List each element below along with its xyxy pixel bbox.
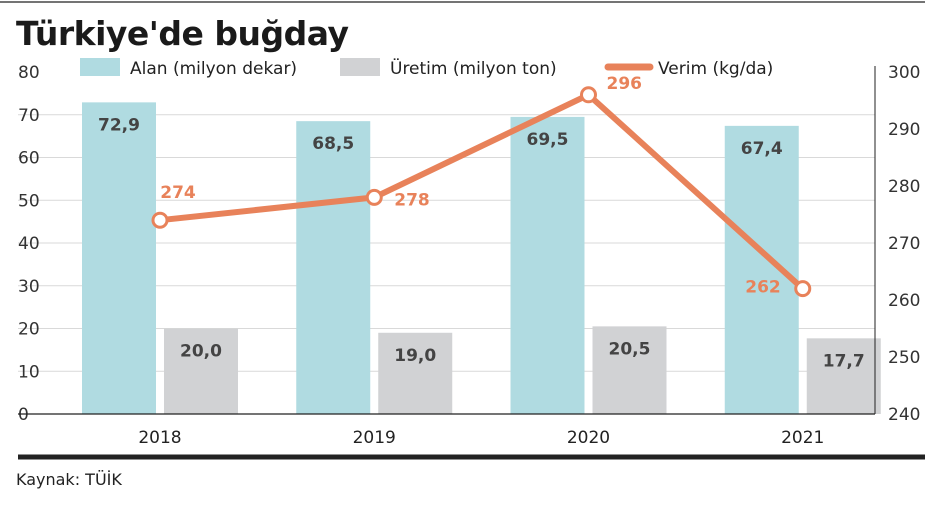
bar xyxy=(510,116,585,414)
legend-swatch xyxy=(340,58,380,76)
gridlines xyxy=(18,114,875,372)
line-point xyxy=(365,188,383,206)
y-left-tick-label: 20 xyxy=(18,320,40,340)
bar xyxy=(296,121,371,414)
bar xyxy=(724,125,799,415)
legend: Alan (milyon dekar) Üretim (milyon ton) Ve… xyxy=(80,57,773,79)
bar-value-label: 17,7 xyxy=(823,351,865,371)
axis-ticks: 0 10 20 30 40 50 60 70 80 240 250 260 270 280 290 300 20… xyxy=(18,63,920,448)
y-right-tick-label: 290 xyxy=(888,120,920,140)
bar xyxy=(806,338,881,414)
y-left-tick-label: 10 xyxy=(18,362,40,382)
line-point xyxy=(580,86,597,104)
y-left-tick-label: 0 xyxy=(18,405,29,425)
line-point xyxy=(151,211,169,229)
bar-value-label: 19,0 xyxy=(394,346,436,366)
y-left-tick-label: 50 xyxy=(18,191,40,211)
y-left-tick-label: 60 xyxy=(18,149,40,169)
line-value-label: 274 xyxy=(160,183,196,203)
bar xyxy=(378,332,453,414)
y-right-tick-label: 270 xyxy=(888,234,920,254)
y-left-tick-label: 70 xyxy=(18,106,40,126)
line-value-label: 296 xyxy=(607,74,643,94)
y-right-tick-label: 280 xyxy=(888,177,920,197)
bar-value-label: 68,5 xyxy=(312,134,354,154)
bar-value-label: 67,4 xyxy=(741,139,783,159)
legend-label: Üretim (milyon ton) xyxy=(390,57,557,79)
bar-value-label: 69,5 xyxy=(527,130,569,150)
y-left-tick-label: 30 xyxy=(18,277,40,297)
bar-value-label: 20,0 xyxy=(180,342,222,362)
legend-label: Alan (milyon dekar) xyxy=(130,59,297,79)
source-note: Kaynak: TÜİK xyxy=(16,470,122,489)
x-tick-label: 2019 xyxy=(353,428,396,448)
x-tick-label: 2021 xyxy=(781,428,824,448)
legend-swatch xyxy=(80,58,120,76)
line-series-path xyxy=(157,91,806,292)
line-value-label: 278 xyxy=(394,190,430,210)
bar xyxy=(592,326,667,414)
x-tick-label: 2018 xyxy=(138,428,181,448)
y-right-tick-label: 260 xyxy=(888,291,920,311)
x-tick-label: 2020 xyxy=(567,428,610,448)
line-series xyxy=(151,86,812,298)
legend-label: Verim (kg/da) xyxy=(658,59,773,79)
chart-title: Türkiye'de buğday xyxy=(16,14,349,53)
y-left-tick-label: 80 xyxy=(18,63,40,83)
bars xyxy=(82,102,881,415)
bar xyxy=(164,328,238,414)
line-value-label: 262 xyxy=(745,278,781,298)
bar-value-label: 72,9 xyxy=(98,115,140,135)
y-right-tick-label: 240 xyxy=(888,405,920,425)
data-labels: 72,9 20,0 68,5 19,0 69,5 20,5 67,4 17,7 274 278 29… xyxy=(98,74,865,372)
bar xyxy=(82,102,156,414)
y-right-tick-label: 250 xyxy=(888,348,920,368)
bar-value-label: 20,5 xyxy=(609,339,651,359)
line-point xyxy=(794,280,812,298)
y-right-tick-label: 300 xyxy=(888,63,920,83)
y-left-tick-label: 40 xyxy=(18,234,40,254)
